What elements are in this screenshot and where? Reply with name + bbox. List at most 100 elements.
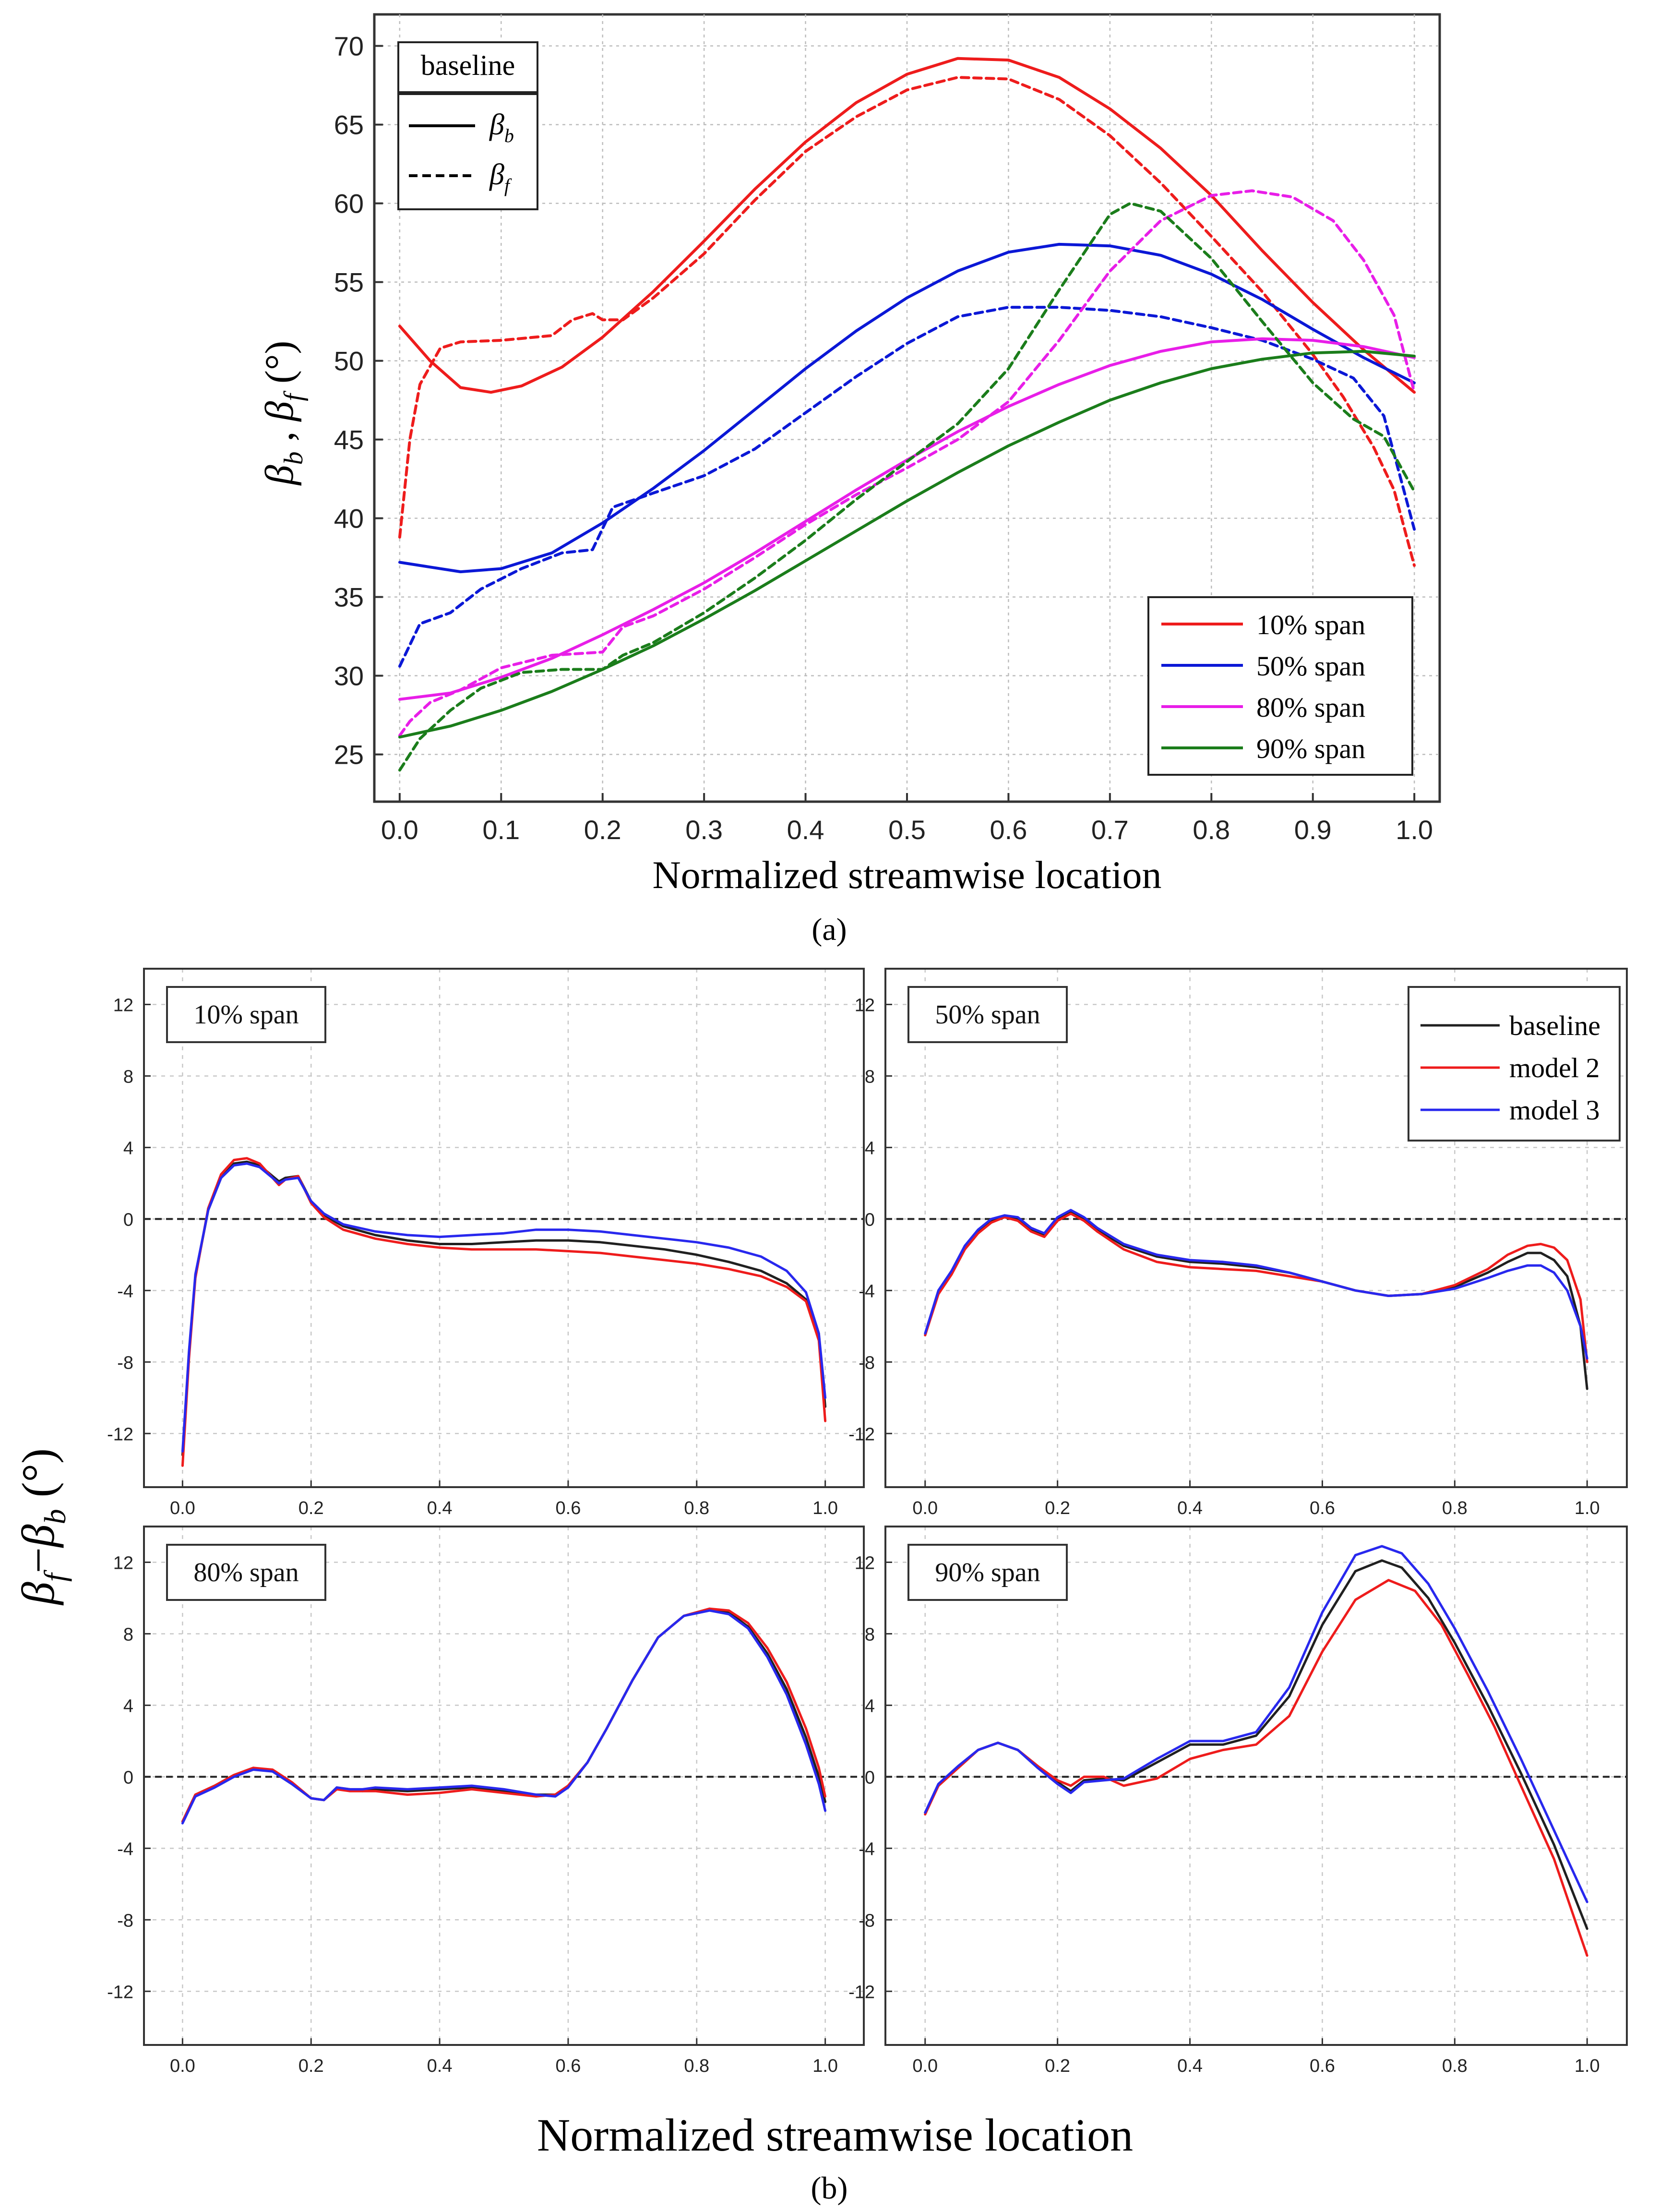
panel-a-x-axis-label: Normalized streamwise location — [652, 853, 1161, 897]
b-xtick-label: 0.6 — [1310, 1498, 1335, 1518]
b-series-line-model-2 — [181, 1157, 827, 1467]
panel-a-style-legend: baseline βb βf — [397, 41, 538, 210]
a-xtick-label: 0.6 — [990, 815, 1027, 845]
b-xtick-label: 0.2 — [1045, 1498, 1070, 1518]
a-ytick-label: 30 — [334, 661, 364, 691]
baseline-legend-title: baseline — [421, 49, 515, 81]
b-ytick-label: 0 — [123, 1767, 133, 1788]
b-ytick-label: -4 — [859, 1281, 875, 1301]
b-xtick-label: 0.6 — [556, 2056, 581, 2076]
b-subplot-title-box — [166, 986, 326, 1043]
panel-a-caption: (a) — [812, 912, 847, 947]
b-ytick-label: -12 — [848, 1424, 875, 1444]
a-xtick-label: 0.4 — [787, 815, 824, 845]
b-ytick-label: 12 — [855, 1553, 875, 1573]
b-ytick-label: -12 — [848, 1982, 875, 2002]
b-xtick-label: 1.0 — [812, 1498, 838, 1518]
b-subplot-frame — [143, 1526, 865, 2046]
a-series-line-90span-dashed — [398, 202, 1416, 772]
b-ytick-label: -4 — [859, 1839, 875, 1859]
b-legend-label: baseline — [1509, 1010, 1600, 1041]
b-xtick-label: 0.8 — [1442, 2056, 1468, 2076]
b-ytick-label: 4 — [865, 1696, 875, 1716]
b-subplot-frame — [884, 1526, 1628, 2046]
b-xtick-label: 0.0 — [170, 1498, 195, 1518]
b-ytick-label: 8 — [865, 1624, 875, 1645]
panel-b-y-axis-label: βf−βb (°) — [12, 1448, 72, 1606]
panel-b-subplot-10span: 0.0 0.2 0.4 0.6 0.8 1.0 -12 -8 -4 0 4 8 12 10% span — [107, 968, 865, 1518]
b-ytick-label: 0 — [123, 1210, 133, 1230]
b-ytick-label: 8 — [123, 1067, 133, 1087]
panel-b-charts: 0.0 0.2 0.4 0.6 0.8 1.0 -12 -8 -4 0 4 8 12 10% span 0.… — [107, 968, 1628, 2076]
b-xtick-label: 0.4 — [427, 1498, 453, 1518]
b-series-line-model-3 — [924, 1209, 1588, 1360]
a-ytick-label: 70 — [334, 31, 364, 61]
b-subplot-title: 80% span — [193, 1558, 298, 1587]
b-series-line-baseline — [181, 1160, 827, 1456]
b-subplot-title: 50% span — [935, 1000, 1040, 1030]
b-xtick-label: 0.2 — [298, 2056, 324, 2076]
panel-a-chart: 0.0 0.1 0.2 0.3 0.4 0.5 0.6 0.7 0.8 0.9 1.0 25 30 35 4… — [257, 13, 1441, 897]
b-subplot-title-box — [166, 1544, 326, 1601]
b-xtick-label: 0.4 — [427, 2056, 453, 2076]
b-subplot-title: 90% span — [935, 1558, 1040, 1587]
a-xtick-label: 0.0 — [381, 815, 418, 845]
a-series-line-10span-solid — [398, 57, 1416, 394]
panel-b-x-axis-label: Normalized streamwise location — [537, 2109, 1133, 2161]
a-ytick-label: 25 — [334, 740, 364, 770]
b-subplot-title-box — [907, 986, 1068, 1043]
a-series-line-50span-solid — [398, 242, 1416, 574]
b-xtick-label: 0.4 — [1177, 1498, 1203, 1518]
b-xtick-label: 1.0 — [812, 2056, 838, 2076]
a-ytick-label: 35 — [334, 582, 364, 613]
b-xtick-label: 1.0 — [1575, 2056, 1600, 2076]
b-ytick-label: 4 — [123, 1696, 133, 1716]
panel-b-caption: (b) — [811, 2171, 848, 2206]
b-series-line-model-2 — [924, 1212, 1588, 1363]
a-xtick-label: 0.1 — [482, 815, 520, 845]
a-xtick-label: 0.3 — [685, 815, 723, 845]
b-subplot-frame — [143, 968, 865, 1488]
b-ytick-label: -12 — [107, 1982, 133, 2002]
b-xtick-label: 0.8 — [1442, 1498, 1468, 1518]
panel-b-subplot-90span: 0.0 0.2 0.4 0.6 0.8 1.0 -12 -8 -4 0 4 8 12 90% span — [848, 1526, 1628, 2076]
b-legend-label: model 3 — [1509, 1094, 1599, 1126]
panel-a-series — [398, 57, 1416, 772]
a-ytick-label: 50 — [334, 346, 364, 376]
a-xtick-label: 0.9 — [1294, 815, 1332, 845]
style-legend-box — [397, 93, 538, 210]
a-xtick-label: 0.7 — [1091, 815, 1129, 845]
a-xtick-label: 0.5 — [888, 815, 926, 845]
panel-a-y-axis-label: βb , βf (°) — [257, 341, 309, 486]
b-xtick-label: 0.2 — [298, 1498, 324, 1518]
b-xtick-label: 0.8 — [684, 2056, 709, 2076]
b-ytick-label: -4 — [117, 1281, 133, 1301]
b-legend-label: model 2 — [1509, 1052, 1599, 1083]
span-legend-label: 80% span — [1256, 692, 1365, 723]
b-legend-box — [1408, 986, 1621, 1142]
a-series-line-90span-solid — [398, 349, 1416, 739]
b-ytick-label: -8 — [859, 1353, 875, 1373]
panel-b-subplot-80span: 0.0 0.2 0.4 0.6 0.8 1.0 -12 -8 -4 0 4 8 12 80% span — [107, 1526, 865, 2076]
b-ytick-label: -4 — [117, 1839, 133, 1859]
span-legend-label: 10% span — [1256, 609, 1365, 640]
b-subplot-title-box — [907, 1544, 1068, 1601]
b-subplot-title: 10% span — [193, 1000, 298, 1030]
b-ytick-label: 4 — [123, 1138, 133, 1158]
b-xtick-label: 0.6 — [556, 1498, 581, 1518]
baseline-legend-title-box — [397, 41, 538, 93]
b-ytick-label: -8 — [117, 1353, 133, 1373]
b-ytick-label: -8 — [117, 1911, 133, 1931]
b-ytick-label: 12 — [855, 995, 875, 1015]
b-xtick-label: 0.0 — [912, 2056, 938, 2076]
b-xtick-label: 0.8 — [684, 1498, 709, 1518]
panel-a-span-legend: 10% span 50% span 80% span 90% span — [1147, 596, 1413, 776]
a-xtick-label: 0.2 — [584, 815, 621, 845]
a-xtick-label: 1.0 — [1396, 815, 1433, 845]
a-series-line-10span-dashed — [398, 76, 1416, 567]
b-xtick-label: 0.0 — [170, 2056, 195, 2076]
a-ytick-label: 55 — [334, 267, 364, 298]
b-ytick-label: 8 — [123, 1624, 133, 1645]
